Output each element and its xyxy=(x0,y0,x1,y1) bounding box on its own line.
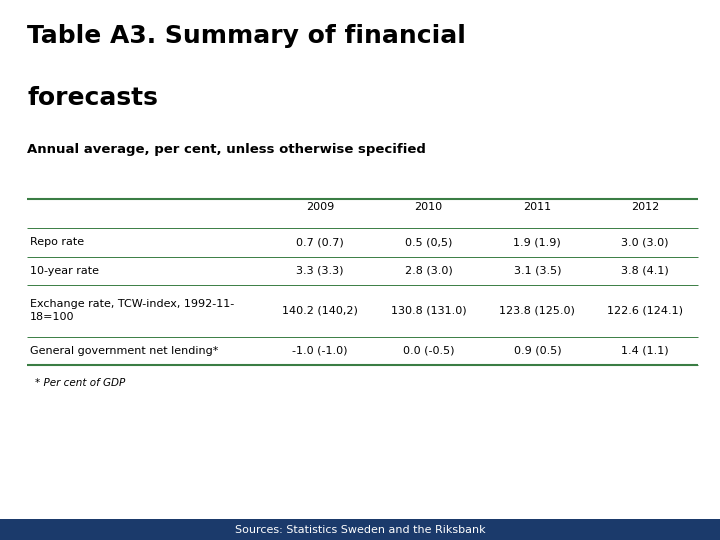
Text: * Per cent of GDP: * Per cent of GDP xyxy=(35,378,125,388)
Text: forecasts: forecasts xyxy=(27,86,158,110)
Text: Sources: Statistics Sweden and the Riksbank: Sources: Statistics Sweden and the Riksb… xyxy=(235,525,485,535)
Text: SVERIGES
RIKSBANK: SVERIGES RIKSBANK xyxy=(634,85,673,99)
Text: General government net lending*: General government net lending* xyxy=(30,346,218,355)
Text: -1.0 (-1.0): -1.0 (-1.0) xyxy=(292,346,348,355)
Text: 0.9 (0.5): 0.9 (0.5) xyxy=(513,346,561,355)
Text: 1.9 (1.9): 1.9 (1.9) xyxy=(513,238,561,247)
Text: 0.5 (0,5): 0.5 (0,5) xyxy=(405,238,452,247)
Text: 140.2 (140,2): 140.2 (140,2) xyxy=(282,306,358,315)
Text: 122.6 (124.1): 122.6 (124.1) xyxy=(607,306,683,315)
Text: 2.8 (3.0): 2.8 (3.0) xyxy=(405,266,452,275)
Text: 3.8 (4.1): 3.8 (4.1) xyxy=(621,266,669,275)
Text: 3.1 (3.5): 3.1 (3.5) xyxy=(513,266,561,275)
Text: ❄ ❄ ❄
 ❄ ❄: ❄ ❄ ❄ ❄ ❄ xyxy=(642,34,665,47)
Text: 123.8 (125.0): 123.8 (125.0) xyxy=(500,306,575,315)
Text: Table A3. Summary of financial: Table A3. Summary of financial xyxy=(27,24,467,48)
Text: 0.7 (0.7): 0.7 (0.7) xyxy=(296,238,344,247)
Text: 2010: 2010 xyxy=(415,202,443,212)
Text: 2009: 2009 xyxy=(306,202,334,212)
Text: 1.4 (1.1): 1.4 (1.1) xyxy=(621,346,669,355)
Text: Repo rate: Repo rate xyxy=(30,238,84,247)
Text: Annual average, per cent, unless otherwise specified: Annual average, per cent, unless otherwi… xyxy=(27,143,426,156)
Text: 2012: 2012 xyxy=(631,202,660,212)
Text: 2011: 2011 xyxy=(523,202,552,212)
Text: 130.8 (131.0): 130.8 (131.0) xyxy=(391,306,467,315)
Text: 3.3 (3.3): 3.3 (3.3) xyxy=(296,266,343,275)
Text: 10-year rate: 10-year rate xyxy=(30,266,99,275)
Text: 3.0 (3.0): 3.0 (3.0) xyxy=(621,238,669,247)
Text: 0.0 (-0.5): 0.0 (-0.5) xyxy=(403,346,454,355)
Text: Exchange rate, TCW-index, 1992-11-
18=100: Exchange rate, TCW-index, 1992-11- 18=10… xyxy=(30,299,234,322)
